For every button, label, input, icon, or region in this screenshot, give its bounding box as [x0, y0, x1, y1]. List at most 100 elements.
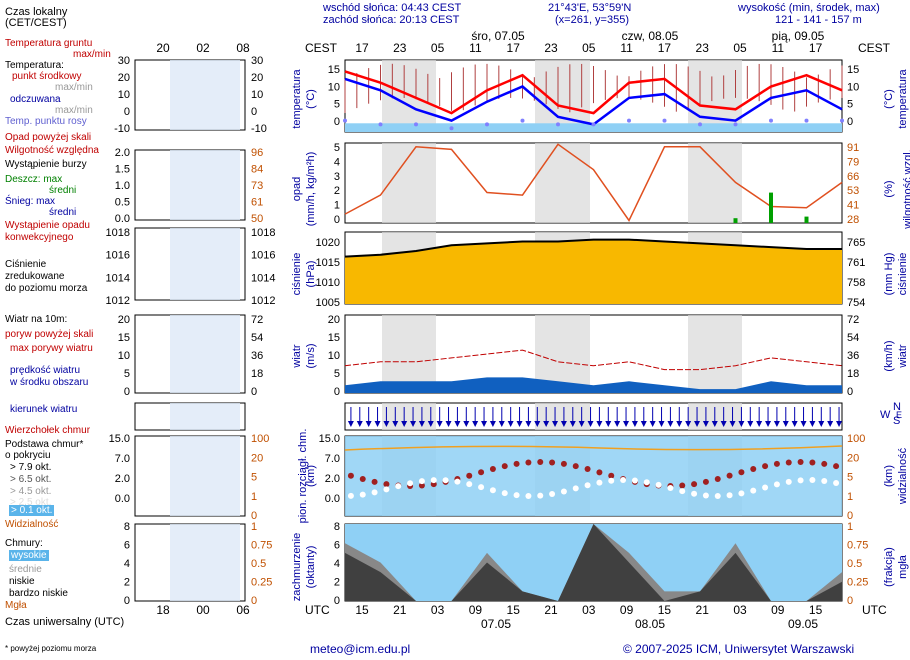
- humidity-tick: 28: [847, 214, 859, 226]
- cloud-base-tick: 15.0: [319, 433, 340, 445]
- night-band: [688, 143, 742, 223]
- local-hour-tick: 23: [544, 41, 558, 55]
- dew-point-dot: [627, 118, 631, 123]
- night-band: [535, 60, 590, 132]
- copyright: © 2007-2025 ICM, Uniwersytet Warszawski: [623, 642, 855, 656]
- legend-utc-tick: 18: [156, 603, 170, 617]
- cloud-base-dot: [525, 459, 532, 466]
- cloud-base-dot: [620, 477, 627, 484]
- dew-label: Temp. punktu rosy: [5, 116, 87, 127]
- pres-r-axis-label: ciśnienie: [897, 252, 909, 296]
- dew-point-dot: [520, 118, 525, 123]
- cloud-base-label: Podstawa chmur*: [5, 439, 84, 450]
- slp-label-2: zredukowane: [5, 271, 65, 282]
- utc-hour-tick: 09: [620, 603, 634, 617]
- humidity-tick: 53: [847, 185, 859, 197]
- cloud-base-dot: [667, 485, 674, 492]
- legend-night-band: [170, 150, 240, 220]
- rain-max-label: Deszcz: max: [5, 174, 63, 185]
- wind-arrow-head: [614, 421, 621, 427]
- rain-bar: [769, 192, 773, 223]
- cloud-base-dot: [489, 465, 496, 472]
- wind-dir-label: kierunek wiatru: [10, 404, 78, 415]
- panel-dir: [344, 402, 843, 431]
- humidity-label: Wilgotność względna: [5, 145, 99, 156]
- wind-arrow-head: [809, 421, 816, 427]
- cloud-base-tick: 7.0: [325, 453, 340, 465]
- precip-axis-label: opad: [291, 176, 303, 202]
- wind-arrow-head: [445, 421, 452, 427]
- vis-axis-label: widzialność: [897, 447, 909, 505]
- vis-unit-label: (km): [883, 465, 895, 487]
- wind-kmh-tick: 36: [847, 350, 859, 362]
- legend-night-band: [170, 315, 240, 393]
- email-link[interactable]: meteo@icm.edu.pl: [310, 642, 411, 656]
- utc-hour-tick: 03: [582, 603, 596, 617]
- okt-3: > 4.5 okt.: [10, 486, 52, 497]
- wind-tick: 0: [334, 386, 340, 398]
- cloud-base-dot: [714, 475, 721, 482]
- pres-axis-label: ciśnienie: [291, 252, 303, 296]
- legend-pressure-tick: 1012: [251, 295, 275, 307]
- legend-night-band: [170, 60, 240, 130]
- wind-arrow-head: [738, 421, 745, 427]
- wind-kmh-tick: 54: [847, 332, 859, 344]
- fog-unit-label: (frakcja): [883, 547, 895, 587]
- legend-cb-tick: 2.0: [115, 473, 130, 485]
- legend-temp-tick: 10: [118, 89, 130, 101]
- legend-precip-tick: 1.0: [115, 180, 130, 192]
- wind-avg-label: prędkość wiatru: [10, 365, 81, 376]
- utc-hour-tick: 09: [469, 603, 483, 617]
- temperature-line: [344, 70, 843, 115]
- humidity-tick: 41: [847, 200, 859, 212]
- wind-gust-line: [344, 349, 843, 371]
- humidity-tick: 91: [847, 142, 859, 154]
- utc-label: Czas uniwersalny (UTC): [5, 616, 125, 628]
- night-band: [688, 315, 742, 393]
- fog-axis-label: mgła: [897, 555, 909, 579]
- precip-tick: 2: [334, 185, 340, 197]
- okt-1: > 7.9 okt.: [10, 462, 52, 473]
- cloud-base-dot: [560, 460, 567, 467]
- wind-r-unit-label: (km/h): [883, 340, 895, 372]
- snow-avg-label: średni: [49, 207, 77, 218]
- wind-speed-area: [345, 377, 842, 393]
- wind-arrow-head: [374, 421, 381, 427]
- pressure-tick: 1020: [316, 237, 340, 249]
- cloud-base-dot: [537, 492, 544, 499]
- dew-point-dot: [591, 122, 596, 127]
- pressure-mmhg-tick: 761: [847, 257, 865, 269]
- legend-temp-tick: 30: [251, 55, 263, 67]
- legend-wind-tick: 15: [118, 332, 130, 344]
- cloud-base-tick: 0.0: [325, 493, 340, 505]
- wind-title: Wiatr na 10m:: [5, 314, 68, 325]
- cloud-base-dot: [726, 492, 733, 499]
- cloud-base-dot: [608, 477, 615, 484]
- cloud-base-dot: [395, 483, 402, 490]
- legend-wind-tick: 18: [251, 368, 263, 380]
- wind-arrow-head: [534, 421, 541, 427]
- cloud-base-dot: [584, 466, 591, 473]
- visibility-label: Widzialność: [5, 519, 59, 530]
- legend-precip-tick: 0.0: [115, 213, 130, 225]
- legend-vis-tick: 100: [251, 433, 269, 445]
- cloud-base-dot: [501, 490, 508, 497]
- night-band: [382, 315, 436, 393]
- hum-axis-label: wilgotność wzgl.: [902, 149, 910, 229]
- legend-night-band: [170, 403, 240, 430]
- wind-arrow-head: [623, 421, 630, 427]
- dew-point-dot: [662, 118, 667, 123]
- cloud-base-dot: [513, 492, 520, 499]
- wind-arrow-head: [694, 421, 701, 427]
- cloud-base-dot: [750, 487, 757, 494]
- legend-cc-tick: 8: [124, 521, 130, 533]
- pressure-tick: 1010: [316, 277, 340, 289]
- sunset-text: zachód słońca: 20:13 CEST: [323, 14, 460, 26]
- cloud-base-dot: [549, 459, 556, 466]
- cloud-top-label: Wierzchołek chmur: [5, 425, 91, 436]
- visibility-tick: 100: [847, 433, 865, 445]
- legend-cc-tick: 4: [124, 558, 130, 570]
- legend-temp-tick: 20: [118, 72, 130, 84]
- wind-arrow-head: [791, 421, 798, 427]
- cloud-base-dot: [584, 482, 591, 489]
